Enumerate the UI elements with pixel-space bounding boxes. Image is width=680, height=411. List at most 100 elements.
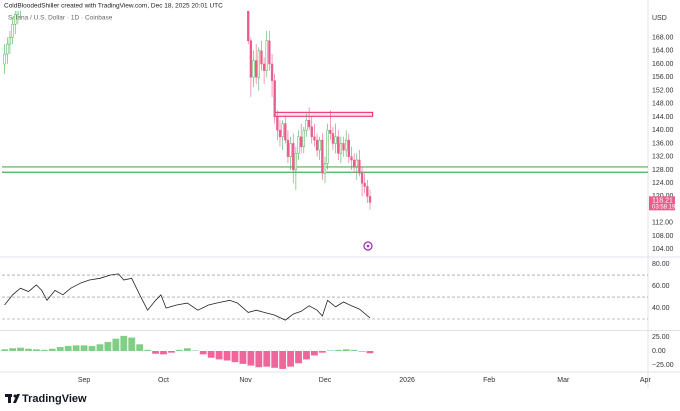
- candle-body: [310, 126, 313, 138]
- histogram-bar: [160, 350, 167, 355]
- candle-body: [360, 172, 364, 184]
- last-price-label: 118.21: [652, 198, 673, 205]
- reset-icon[interactable]: [363, 241, 373, 251]
- y-tick-label: 124.00: [652, 180, 674, 187]
- candle-body: [268, 40, 271, 65]
- x-tick-label: Mar: [557, 377, 570, 384]
- y-tick-label: 60.00: [652, 283, 670, 290]
- candle-body: [257, 50, 260, 78]
- histogram-bar: [120, 335, 128, 351]
- histogram-bar: [144, 349, 152, 351]
- candles: [2, 11, 648, 210]
- histogram-bar: [271, 350, 279, 368]
- y-tick-label: 132.00: [652, 154, 674, 161]
- candle-body: [6, 43, 9, 55]
- candle-body: [352, 159, 356, 167]
- x-tick-label: Dec: [319, 377, 332, 384]
- y-tick-label: 0.00: [652, 348, 666, 355]
- histogram-bar: [215, 350, 223, 360]
- y-tick-label: 152.00: [652, 87, 674, 94]
- candle-body: [260, 50, 263, 65]
- candle-body: [345, 139, 348, 151]
- y-tick-label: 164.00: [652, 48, 674, 55]
- candle-body: [3, 53, 6, 65]
- candle-body: [16, 11, 20, 15]
- histogram-bar: [318, 350, 326, 353]
- histogram-bar: [263, 350, 271, 367]
- histogram-bar: [56, 347, 64, 351]
- y-tick-label: 160.00: [652, 61, 674, 68]
- candle-body: [363, 182, 366, 187]
- candle-body: [313, 136, 316, 141]
- y-tick-label: 140.00: [652, 127, 674, 134]
- histogram-bar: [17, 347, 24, 351]
- x-tick-label: Oct: [158, 377, 169, 384]
- histogram-bar: [350, 349, 358, 351]
- candle-body: [284, 123, 287, 141]
- histogram-bar: [191, 350, 199, 351]
- rsi-line: [4, 273, 371, 321]
- y-tick-label: 148.00: [652, 101, 674, 108]
- candle-body: [247, 11, 250, 42]
- candle-body: [292, 143, 295, 171]
- histogram-bar: [247, 350, 255, 366]
- zone: [274, 111, 374, 117]
- histogram-bar: [279, 350, 287, 369]
- header: ColdBloodedShiller created with TradingV…: [4, 3, 223, 10]
- y-tick-label: 40.00: [652, 305, 670, 312]
- candle-body: [368, 196, 372, 203]
- candle-body: [281, 123, 284, 138]
- candle-body: [323, 163, 327, 174]
- candle-body: [249, 40, 253, 78]
- x-tick-label: Feb: [483, 377, 495, 384]
- x-tick-label: Sep: [78, 377, 91, 384]
- candle-body: [302, 129, 305, 147]
- histogram-bar: [303, 350, 310, 360]
- y-tick-label: 168.00: [652, 34, 674, 41]
- countdown: 03:58:19: [652, 204, 676, 210]
- y-tick-label: 80.00: [652, 261, 670, 268]
- y-tick-label: 128.00: [652, 167, 674, 174]
- histogram-bar: [183, 348, 191, 351]
- candle-body: [14, 14, 17, 25]
- candle-body: [11, 23, 14, 38]
- candle-body: [358, 159, 361, 174]
- histogram-bar: [358, 350, 366, 352]
- histogram-bar: [207, 350, 215, 358]
- histogram-bar: [72, 345, 80, 351]
- chart-title: Solana / U.S. Dollar · 1D · Coinbase: [8, 15, 113, 22]
- histogram-bar: [255, 350, 263, 368]
- histogram-bar: [112, 338, 120, 351]
- footer-brand: TradingView: [22, 393, 87, 405]
- y-tick-label: 104.00: [652, 246, 674, 253]
- y-tick-label: 112.00: [652, 220, 673, 227]
- histogram-bar: [25, 348, 32, 351]
- histogram-bar: [80, 345, 88, 351]
- candle-body: [321, 139, 324, 174]
- candle-body: [252, 60, 255, 78]
- histogram-bar: [64, 345, 72, 351]
- histogram-bar: [231, 350, 239, 363]
- candle-body: [289, 143, 292, 157]
- candle-body: [334, 136, 337, 144]
- candle-body: [339, 143, 343, 154]
- histogram-bar: [40, 349, 48, 351]
- candle-body: [278, 129, 282, 138]
- y-tick-label: 156.00: [652, 74, 674, 81]
- histogram-bar: [33, 349, 40, 351]
- candle-body: [286, 139, 290, 157]
- histogram-bar: [287, 350, 294, 367]
- y-tick-label: 144.00: [652, 114, 674, 121]
- candle-body: [315, 139, 319, 151]
- candle-body: [297, 136, 300, 154]
- candle-body: [329, 129, 332, 134]
- histogram-bar: [326, 350, 334, 351]
- candle-body: [305, 120, 308, 131]
- candle-body: [366, 186, 369, 197]
- histogram-bar: [366, 350, 374, 354]
- histogram-bar: [175, 349, 183, 351]
- histogram-bar: [9, 348, 16, 351]
- histogram-bar: [239, 350, 247, 364]
- candle-body: [342, 143, 345, 151]
